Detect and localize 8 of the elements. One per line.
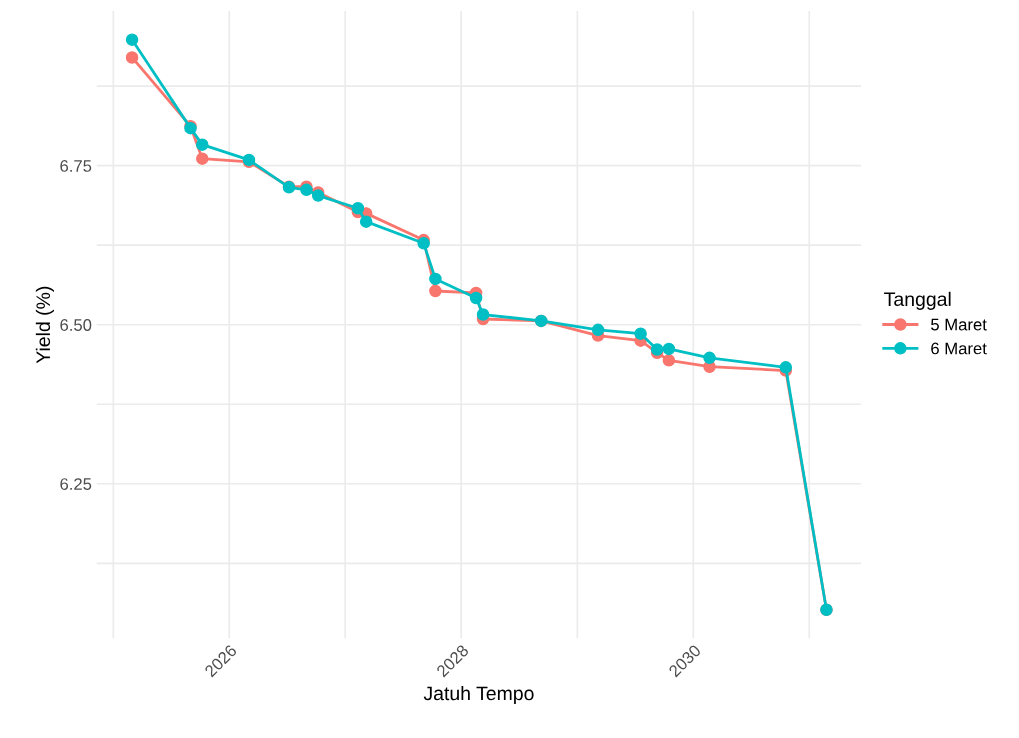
legend-title: Tanggal — [884, 291, 951, 310]
y-axis-title: Yield (%) — [35, 286, 54, 364]
legend-label: 5 Maret — [931, 318, 987, 331]
x-axis-title: Jatuh Tempo — [423, 685, 534, 705]
y-tick-label: 6.75 — [60, 160, 92, 172]
legend-label: 6 Maret — [931, 342, 987, 355]
y-tick-label: 6.25 — [60, 478, 92, 490]
y-tick-label: 6.50 — [60, 319, 92, 331]
